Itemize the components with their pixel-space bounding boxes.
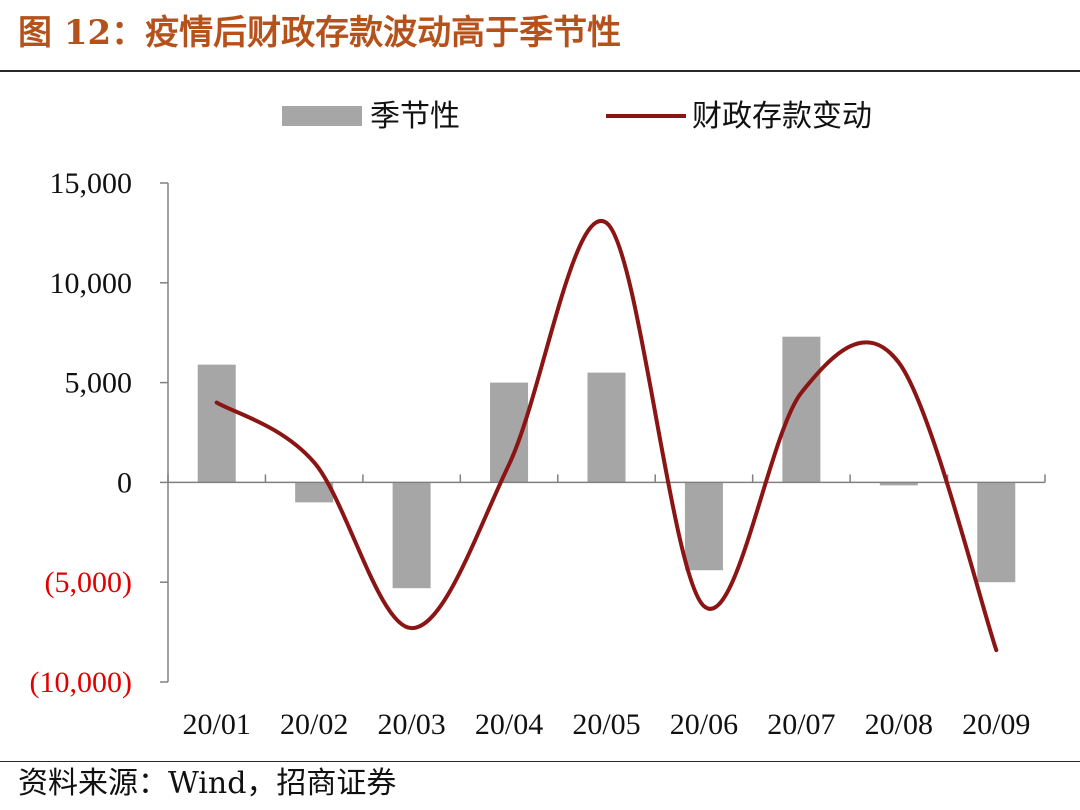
x-tick-label: 20/06 xyxy=(670,708,738,741)
bar-20/07 xyxy=(782,336,821,483)
legend-label-bar: 季节性 xyxy=(370,99,460,134)
x-tick-label: 20/02 xyxy=(280,708,348,741)
x-tick-label: 20/01 xyxy=(183,708,251,741)
bar-20/08 xyxy=(879,482,918,486)
title-divider xyxy=(0,70,1080,72)
x-tick-label: 20/03 xyxy=(377,708,445,741)
bar-20/09 xyxy=(977,482,1016,583)
legend-label-line: 财政存款变动 xyxy=(692,99,872,134)
bar-20/03 xyxy=(392,482,431,589)
legend-swatch-bar xyxy=(282,106,362,126)
y-tick-label: (5,000) xyxy=(45,566,132,599)
bar-20/05 xyxy=(587,372,626,483)
bar-20/02 xyxy=(295,482,334,503)
y-tick-label: 5,000 xyxy=(65,367,133,400)
y-tick-label: (10,000) xyxy=(30,666,132,699)
x-tick-label: 20/09 xyxy=(962,708,1030,741)
footer-divider xyxy=(0,761,1080,762)
x-tick-label: 20/08 xyxy=(865,708,933,741)
legend: 季节性 财政存款变动 xyxy=(282,99,872,134)
y-tick-label: 0 xyxy=(117,466,132,499)
chart: 季节性 财政存款变动 15,000 10,000 5,000 0 (5,000) (10,… xyxy=(30,99,1046,741)
y-tick-label: 15,000 xyxy=(50,167,133,200)
source-note: 资料来源：Wind，招商证券 xyxy=(18,766,397,801)
series-line-fiscal-deposit-change xyxy=(214,218,999,653)
figure-title: 图 12：疫情后财政存款波动高于季节性 xyxy=(18,13,622,53)
plot-area: 15,000 10,000 5,000 0 (5,000) (10,000) 20/01 20… xyxy=(30,167,1046,741)
bar-20/01 xyxy=(197,364,236,483)
x-tick-label: 20/05 xyxy=(572,708,640,741)
bar-20/06 xyxy=(684,482,723,571)
y-tick-label: 10,000 xyxy=(50,267,133,300)
x-tick-label: 20/04 xyxy=(475,708,543,741)
x-tick-label: 20/07 xyxy=(767,708,835,741)
